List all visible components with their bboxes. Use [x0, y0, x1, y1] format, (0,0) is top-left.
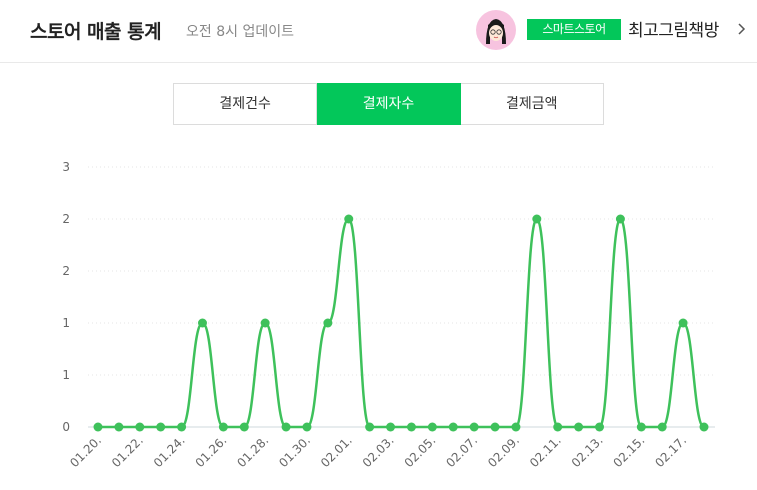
- data-point: [490, 422, 500, 432]
- update-time: 오전 8시 업데이트: [186, 24, 294, 40]
- x-tick-label: 01.24.: [151, 433, 188, 470]
- x-tick-label: 01.22.: [109, 433, 146, 470]
- data-point: [260, 318, 270, 328]
- x-tick-label: 02.09.: [485, 433, 522, 470]
- data-point: [156, 422, 166, 432]
- data-point: [448, 422, 458, 432]
- data-point: [93, 422, 103, 432]
- data-point: [406, 422, 416, 432]
- data-point: [553, 422, 563, 432]
- smartstore-badge: 스마트스토어: [527, 19, 621, 40]
- data-point: [239, 422, 249, 432]
- y-tick-label: 0: [62, 420, 70, 434]
- data-point: [615, 214, 625, 224]
- x-tick-label: 02.07.: [443, 433, 480, 470]
- data-point: [532, 214, 542, 224]
- y-tick-label: 1: [62, 316, 70, 330]
- data-point: [574, 422, 584, 432]
- data-point: [135, 422, 145, 432]
- avatar-face-icon: [486, 19, 506, 44]
- data-point: [365, 422, 375, 432]
- data-point: [595, 422, 605, 432]
- data-point: [699, 422, 709, 432]
- data-point: [511, 422, 521, 432]
- x-tick-label: 02.05.: [402, 433, 439, 470]
- data-point: [177, 422, 187, 432]
- page-title: 스토어 매출 통계: [30, 21, 162, 43]
- data-point: [218, 422, 228, 432]
- header-bar: 스토어 매출 통계 오전 8시 업데이트 스마트스토어 최고그림책방: [0, 0, 757, 63]
- x-tick-label: 02.17.: [652, 433, 689, 470]
- data-point: [469, 422, 479, 432]
- x-tick-label: 02.03.: [360, 433, 397, 470]
- x-tick-label: 01.26.: [193, 433, 230, 470]
- x-tick-label: 02.01.: [318, 433, 355, 470]
- avatar[interactable]: [476, 10, 516, 50]
- store-name-link[interactable]: 최고그림책방: [628, 21, 719, 41]
- data-point: [636, 422, 646, 432]
- x-tick-label: 01.28.: [234, 433, 271, 470]
- x-tick-label: 02.13.: [569, 433, 606, 470]
- tab-payment-amount[interactable]: 결제금액: [460, 83, 604, 125]
- y-tick-label: 2: [62, 264, 70, 278]
- tab-payer-count[interactable]: 결제자수: [317, 83, 461, 125]
- data-point: [427, 422, 437, 432]
- x-tick-label: 02.11.: [527, 433, 564, 470]
- x-tick-label: 01.30.: [276, 433, 313, 470]
- data-point: [281, 422, 291, 432]
- data-point: [678, 318, 688, 328]
- metric-tabs: 결제건수 결제자수 결제금액: [173, 83, 604, 125]
- data-point: [302, 422, 312, 432]
- tab-payment-count[interactable]: 결제건수: [173, 83, 318, 125]
- y-tick-label: 1: [62, 368, 70, 382]
- y-tick-label: 3: [62, 160, 70, 174]
- line-chart: 0 1 1 2 2 3 01.20. 01.22. 01.24. 01.26. 01.28. 01.3…: [62, 160, 715, 470]
- data-point: [657, 422, 667, 432]
- data-point: [386, 422, 396, 432]
- data-point: [344, 214, 354, 224]
- data-point: [114, 422, 124, 432]
- data-point: [197, 318, 207, 328]
- x-tick-label: 01.20.: [67, 433, 104, 470]
- data-point: [323, 318, 333, 328]
- x-tick-label: 02.15.: [611, 433, 648, 470]
- y-tick-label: 2: [62, 212, 70, 226]
- chevron-right-icon[interactable]: [736, 22, 748, 36]
